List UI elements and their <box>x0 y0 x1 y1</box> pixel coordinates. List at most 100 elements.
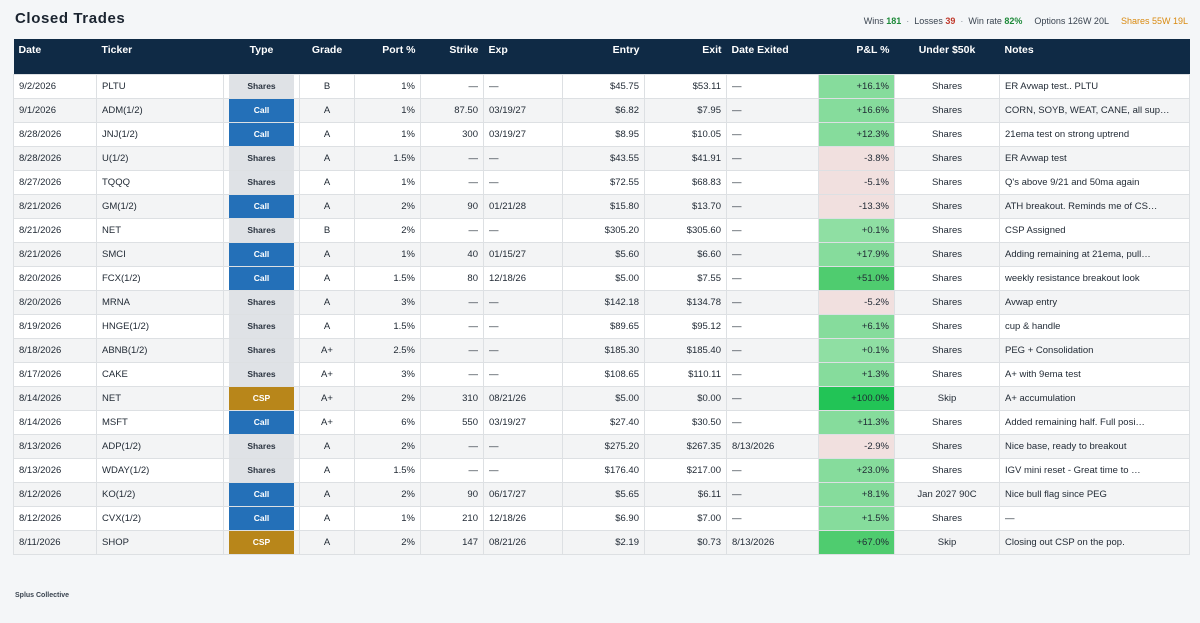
cell-grade: A <box>299 529 355 555</box>
table-row[interactable]: 9/1/2026 ADM(1/2) Call A 1% 87.50 03/19/27 $6.8… <box>13 97 1190 123</box>
cell-date-exited: — <box>726 73 819 99</box>
cell-entry: $305.20 <box>562 217 645 243</box>
table-row[interactable]: 8/20/2026 MRNA Shares A 3% — — $142.18 $134.78— -… <box>13 289 1190 315</box>
cell-date: 8/28/2026 <box>13 145 97 171</box>
cell-exp: 12/18/26 <box>483 265 563 291</box>
cell-date: 8/13/2026 <box>13 457 97 483</box>
column-header-under-50k[interactable]: Under $50k <box>894 39 1000 74</box>
cell-notes: Q's above 9/21 and 50ma again <box>999 169 1190 195</box>
table-row[interactable]: 8/14/2026 MSFT Call A+ 6% 550 03/19/27 $27.40 $3… <box>13 409 1190 435</box>
column-header-entry[interactable]: Entry <box>562 39 645 74</box>
cell-type: Call <box>223 193 300 219</box>
cell-date: 8/21/2026 <box>13 241 97 267</box>
table-row[interactable]: 8/21/2026 NET Shares B 2% — — $305.20 $305.60— +0… <box>13 217 1190 243</box>
cell-port-pct: 1.5% <box>354 457 421 483</box>
cell-ticker: FCX(1/2) <box>96 265 224 291</box>
cell-notes: A+ accumulation <box>999 385 1190 411</box>
cell-exit: $267.35 <box>644 433 727 459</box>
cell-strike: 80 <box>420 265 484 291</box>
cell-date: 8/17/2026 <box>13 361 97 387</box>
separator: · <box>906 16 910 26</box>
table-row[interactable]: 8/21/2026 SMCI Call A 1% 40 01/15/27 $5.60 $6.60… <box>13 241 1190 267</box>
cell-date-exited: — <box>726 121 819 147</box>
table-row[interactable]: 8/21/2026 GM(1/2) Call A 2% 90 01/21/28 $15.80 $… <box>13 193 1190 219</box>
type-badge: Shares <box>229 75 294 97</box>
cell-type: Shares <box>223 337 300 363</box>
table-row[interactable]: 8/19/2026 HNGE(1/2) Shares A 1.5% — — $89.65 $95… <box>13 313 1190 339</box>
cell-under-50k: Shares <box>894 265 1000 291</box>
cell-port-pct: 2% <box>354 433 421 459</box>
table-row[interactable]: 8/13/2026 ADP(1/2) Shares A 2% — — $275.20 $267.… <box>13 433 1190 459</box>
cell-under-50k: Shares <box>894 505 1000 531</box>
cell-under-50k: Skip <box>894 529 1000 555</box>
column-header-type[interactable]: Type <box>223 39 300 74</box>
cell-strike: — <box>420 337 484 363</box>
separator: · <box>960 16 964 26</box>
table-row[interactable]: 8/27/2026 TQQQ Shares A 1% — — $72.55 $68.83— -5.… <box>13 169 1190 195</box>
cell-exit: $41.91 <box>644 145 727 171</box>
footer-brand: Splus Collective <box>15 592 70 599</box>
table-row[interactable]: 8/13/2026 WDAY(1/2) Shares A 1.5% — — $176.40 $2… <box>13 457 1190 483</box>
cell-entry: $8.95 <box>562 121 645 147</box>
table-row[interactable]: 8/28/2026 U(1/2) Shares A 1.5% — — $43.55 $41.91… <box>13 145 1190 171</box>
cell-type: Call <box>223 265 300 291</box>
cell-entry: $5.00 <box>562 265 645 291</box>
column-header-notes[interactable]: Notes <box>999 39 1190 74</box>
table-row[interactable]: 8/17/2026 CAKE Shares A+ 3% — — $108.65 $110.11—… <box>13 361 1190 387</box>
type-badge: CSP <box>229 531 294 553</box>
cell-exit: $10.05 <box>644 121 727 147</box>
cell-type: Shares <box>223 217 300 243</box>
cell-port-pct: 6% <box>354 409 421 435</box>
cell-exit: $13.70 <box>644 193 727 219</box>
cell-entry: $142.18 <box>562 289 645 315</box>
table-row[interactable]: 8/12/2026 CVX(1/2) Call A 1% 210 12/18/26 $6.90… <box>13 505 1190 531</box>
table-row[interactable]: 8/11/2026 SHOP CSP A 2% 147 08/21/26 $2.19 $0.73… <box>13 529 1190 555</box>
column-header-date-exited[interactable]: Date Exited <box>726 39 819 74</box>
cell-ticker: ABNB(1/2) <box>96 337 224 363</box>
cell-date-exited: — <box>726 289 819 315</box>
cell-entry: $72.55 <box>562 169 645 195</box>
cell-exit: $95.12 <box>644 313 727 339</box>
cell-type: CSP <box>223 529 300 555</box>
cell-ticker: WDAY(1/2) <box>96 457 224 483</box>
cell-date: 8/12/2026 <box>13 481 97 507</box>
column-header-grade[interactable]: Grade <box>299 39 355 74</box>
cell-strike: — <box>420 361 484 387</box>
cell-ticker: SHOP <box>96 529 224 555</box>
cell-pnl-pct: -2.9% <box>818 433 895 459</box>
cell-pnl-pct: +12.3% <box>818 121 895 147</box>
column-header-port-pct[interactable]: Port % <box>354 39 421 74</box>
table-row[interactable]: 8/14/2026 NET CSP A+ 2% 310 08/21/26 $5.00 $0.00… <box>13 385 1190 411</box>
cell-port-pct: 1% <box>354 97 421 123</box>
cell-exit: $7.00 <box>644 505 727 531</box>
column-header-strike[interactable]: Strike <box>420 39 484 74</box>
cell-notes: ER Avwap test.. PLTU <box>999 73 1190 99</box>
cell-ticker: TQQQ <box>96 169 224 195</box>
table-row[interactable]: 8/12/2026 KO(1/2) Call A 2% 90 06/17/27 $5.65 $6… <box>13 481 1190 507</box>
losses-value: 39 <box>945 16 956 26</box>
cell-ticker: U(1/2) <box>96 145 224 171</box>
cell-type: Call <box>223 97 300 123</box>
cell-ticker: PLTU <box>96 73 224 99</box>
cell-exit: $30.50 <box>644 409 727 435</box>
table-row[interactable]: 8/28/2026 JNJ(1/2) Call A 1% 300 03/19/27 $8.95… <box>13 121 1190 147</box>
cell-port-pct: 1% <box>354 241 421 267</box>
cell-date-exited: — <box>726 241 819 267</box>
column-header-pnl-pct[interactable]: P&L % <box>818 39 895 74</box>
table-row[interactable]: 8/18/2026 ABNB(1/2) Shares A+ 2.5% — — $185.30 $… <box>13 337 1190 363</box>
column-header-ticker[interactable]: Ticker <box>96 39 224 74</box>
column-header-date[interactable]: Date <box>13 39 97 74</box>
cell-entry: $176.40 <box>562 457 645 483</box>
cell-exit: $305.60 <box>644 217 727 243</box>
column-header-exit[interactable]: Exit <box>644 39 727 74</box>
cell-date-exited: — <box>726 97 819 123</box>
column-header-exp[interactable]: Exp <box>483 39 563 74</box>
cell-entry: $185.30 <box>562 337 645 363</box>
table-row[interactable]: 9/2/2026 PLTU Shares B 1% — — $45.75 $53.11— +16.… <box>13 73 1190 99</box>
type-badge: CSP <box>229 387 294 409</box>
table-row[interactable]: 8/20/2026 FCX(1/2) Call A 1.5% 80 12/18/26 $5.0… <box>13 265 1190 291</box>
cell-pnl-pct: +1.5% <box>818 505 895 531</box>
cell-port-pct: 1.5% <box>354 265 421 291</box>
cell-port-pct: 2% <box>354 385 421 411</box>
type-badge: Call <box>229 483 294 505</box>
